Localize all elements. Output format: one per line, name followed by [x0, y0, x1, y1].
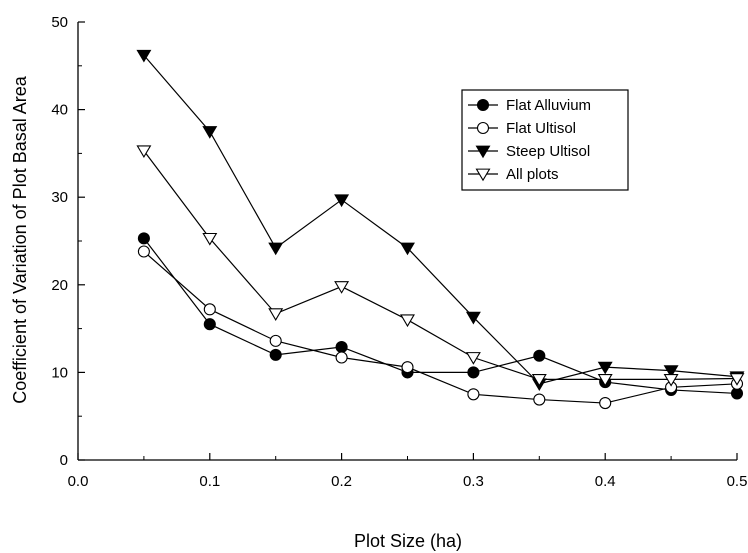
data-point	[136, 49, 152, 63]
y-tick-label: 0	[60, 452, 68, 469]
legend-marker	[476, 121, 490, 135]
data-point	[136, 145, 152, 159]
data-point	[334, 194, 350, 208]
data-point	[597, 361, 613, 375]
data-point	[400, 314, 415, 328]
x-axis-title: Plot Size (ha)	[354, 531, 462, 551]
series-line	[143, 150, 738, 381]
data-point	[663, 373, 679, 387]
data-point	[268, 242, 284, 256]
legend-label: Flat Alluvium	[506, 97, 591, 114]
series-all-plots	[136, 145, 745, 387]
data-point	[467, 366, 480, 379]
legend-box	[461, 89, 629, 191]
x-tick-label: 0.1	[199, 473, 220, 490]
y-tick-label: 20	[51, 277, 68, 294]
legend-marker	[475, 145, 491, 159]
data-point	[269, 334, 282, 347]
data-point	[203, 303, 216, 316]
axes: 0 10 20 30 40 50 0.0 0.1 0.2 0.3 0.4 0.5	[51, 14, 747, 490]
series-flat-alluvium	[137, 232, 744, 400]
x-tick-label: 0.3	[463, 473, 484, 490]
x-tick-label: 0.2	[331, 473, 352, 490]
data-point	[269, 348, 282, 361]
legend-label: Steep Ultisol	[506, 143, 590, 160]
data-point	[202, 232, 218, 246]
data-point	[465, 311, 481, 325]
legend-marker	[476, 98, 490, 112]
data-point	[663, 365, 679, 378]
data-point	[729, 373, 745, 386]
y-tick-label: 50	[51, 14, 68, 31]
data-point	[531, 373, 547, 387]
y-tick-label: 30	[51, 189, 68, 206]
series-flat-ultisol	[137, 245, 744, 410]
y-tick-label: 10	[51, 364, 68, 381]
series-line	[143, 54, 738, 385]
data-point	[203, 318, 216, 331]
data-point	[137, 245, 150, 258]
data-point	[533, 393, 546, 406]
data-point	[533, 349, 546, 362]
data-point	[335, 340, 348, 354]
data-point	[597, 373, 613, 387]
data-point	[335, 351, 348, 364]
data-point	[599, 397, 612, 410]
data-point	[268, 308, 284, 321]
data-point	[334, 281, 350, 294]
legend: Flat Alluvium Flat Ultisol Steep Ultisol Al…	[461, 89, 629, 191]
y-tick-label: 40	[51, 102, 68, 119]
series-layer	[136, 49, 745, 410]
series-line	[143, 238, 738, 395]
y-axis-title: Coefficient of Variation of Plot Basal A…	[10, 75, 30, 404]
legend-label: All plots	[506, 166, 559, 183]
legend-label: Flat Ultisol	[506, 120, 576, 137]
data-point	[465, 352, 481, 365]
x-tick-label: 0.0	[68, 473, 89, 490]
data-point	[400, 242, 415, 256]
x-tick-label: 0.5	[727, 473, 748, 490]
data-point	[137, 232, 150, 245]
series-line	[143, 251, 738, 404]
data-point	[202, 126, 218, 139]
x-tick-label: 0.4	[595, 473, 616, 490]
legend-marker	[475, 168, 491, 182]
data-point	[467, 388, 480, 401]
data-point	[401, 361, 414, 374]
